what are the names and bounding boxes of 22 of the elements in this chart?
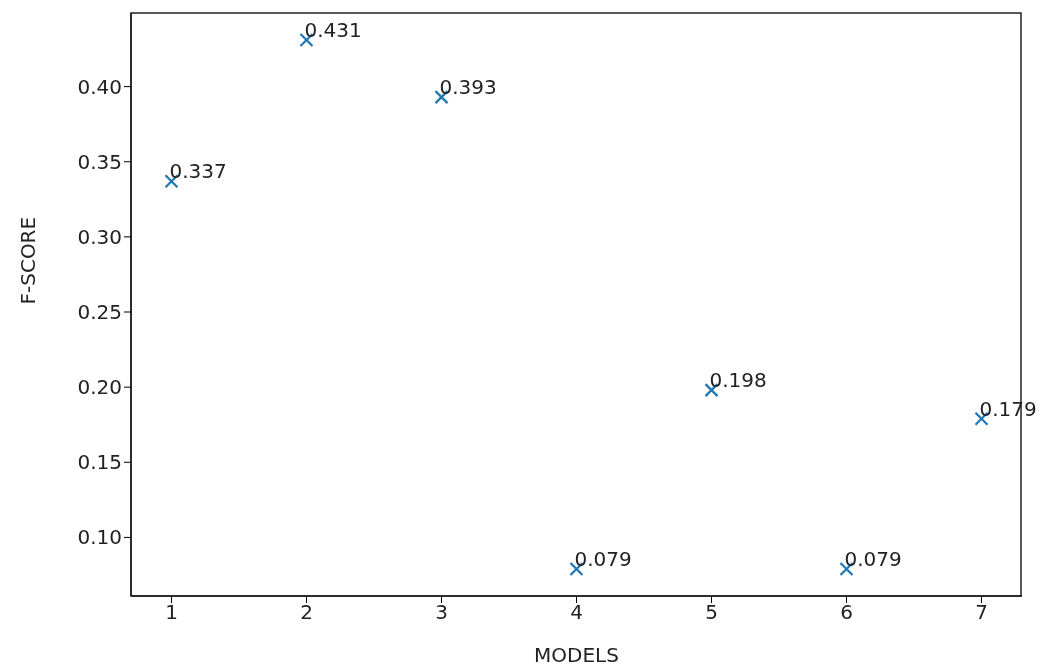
data-label: 0.431 [304,18,362,43]
data-label: 0.198 [709,368,767,393]
data-label: 0.393 [439,75,497,100]
data-label: 0.337 [169,159,227,184]
y-tick-label: 0.10 [77,525,122,550]
y-tick-label: 0.20 [77,375,122,400]
x-tick-label: 4 [570,600,583,625]
x-tick-label: 1 [165,600,178,625]
y-tick-label: 0.15 [77,450,122,475]
y-tick-label: 0.30 [77,224,122,249]
x-tick-label: 6 [840,600,853,625]
x-tick-label: 5 [705,600,718,625]
x-tick-label: 2 [300,600,313,625]
y-tick-label: 0.25 [77,300,122,325]
x-axis-title: MODELS [534,643,619,667]
y-tick-label: 0.35 [77,149,122,174]
x-tick-label: 7 [975,600,988,625]
data-label: 0.079 [574,546,632,571]
data-label: 0.079 [844,546,902,571]
y-tick-label: 0.40 [77,74,122,99]
y-axis-title: F-SCORE [16,216,41,305]
x-tick-label: 3 [435,600,448,625]
